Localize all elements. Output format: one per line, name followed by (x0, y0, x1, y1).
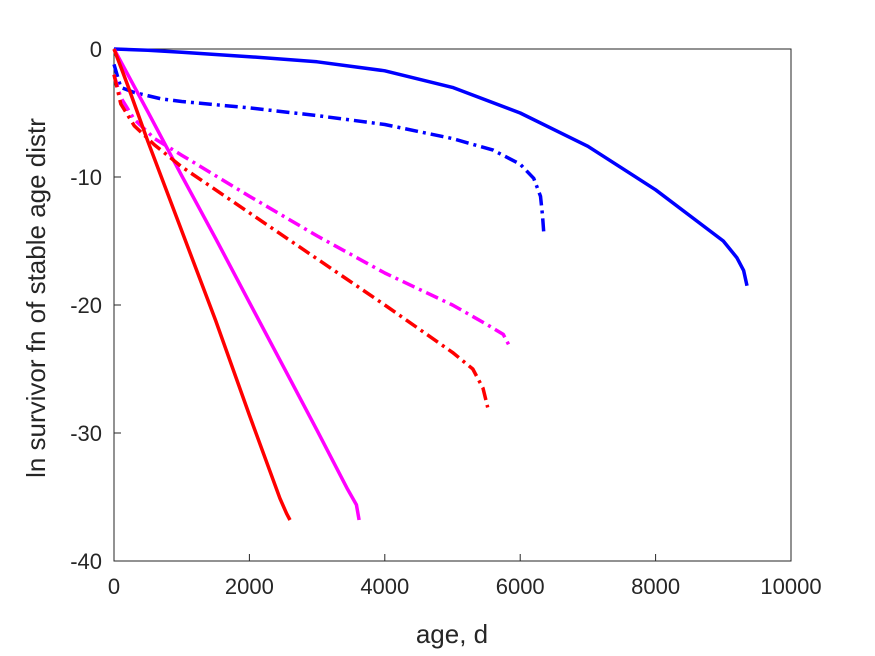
y-tick-label: -20 (70, 293, 102, 318)
x-tick-label: 10000 (760, 574, 821, 599)
series-line-4 (112, 74, 512, 349)
axis-ticks: 0 2000 4000 6000 8000 10000 0 -10 -20 -30 -40 (70, 37, 821, 599)
series-group (112, 47, 749, 521)
x-tick-label: 2000 (225, 574, 274, 599)
y-tick-label: -10 (70, 165, 102, 190)
y-tick-label: -40 (70, 549, 102, 574)
series-line-6 (112, 74, 490, 408)
x-tick-label: 0 (108, 574, 120, 599)
x-axis-label: age, d (416, 619, 488, 649)
x-tick-label: 4000 (360, 574, 409, 599)
y-tick-label: 0 (90, 37, 102, 62)
series-line-1 (113, 47, 749, 287)
y-tick-label: -30 (70, 421, 102, 446)
x-tick-label: 8000 (631, 574, 680, 599)
y-axis-label: ln survivor fn of stable age distr (21, 118, 51, 478)
x-tick-label: 6000 (496, 574, 545, 599)
series-line-5 (112, 48, 292, 521)
series-line-2 (112, 63, 546, 235)
